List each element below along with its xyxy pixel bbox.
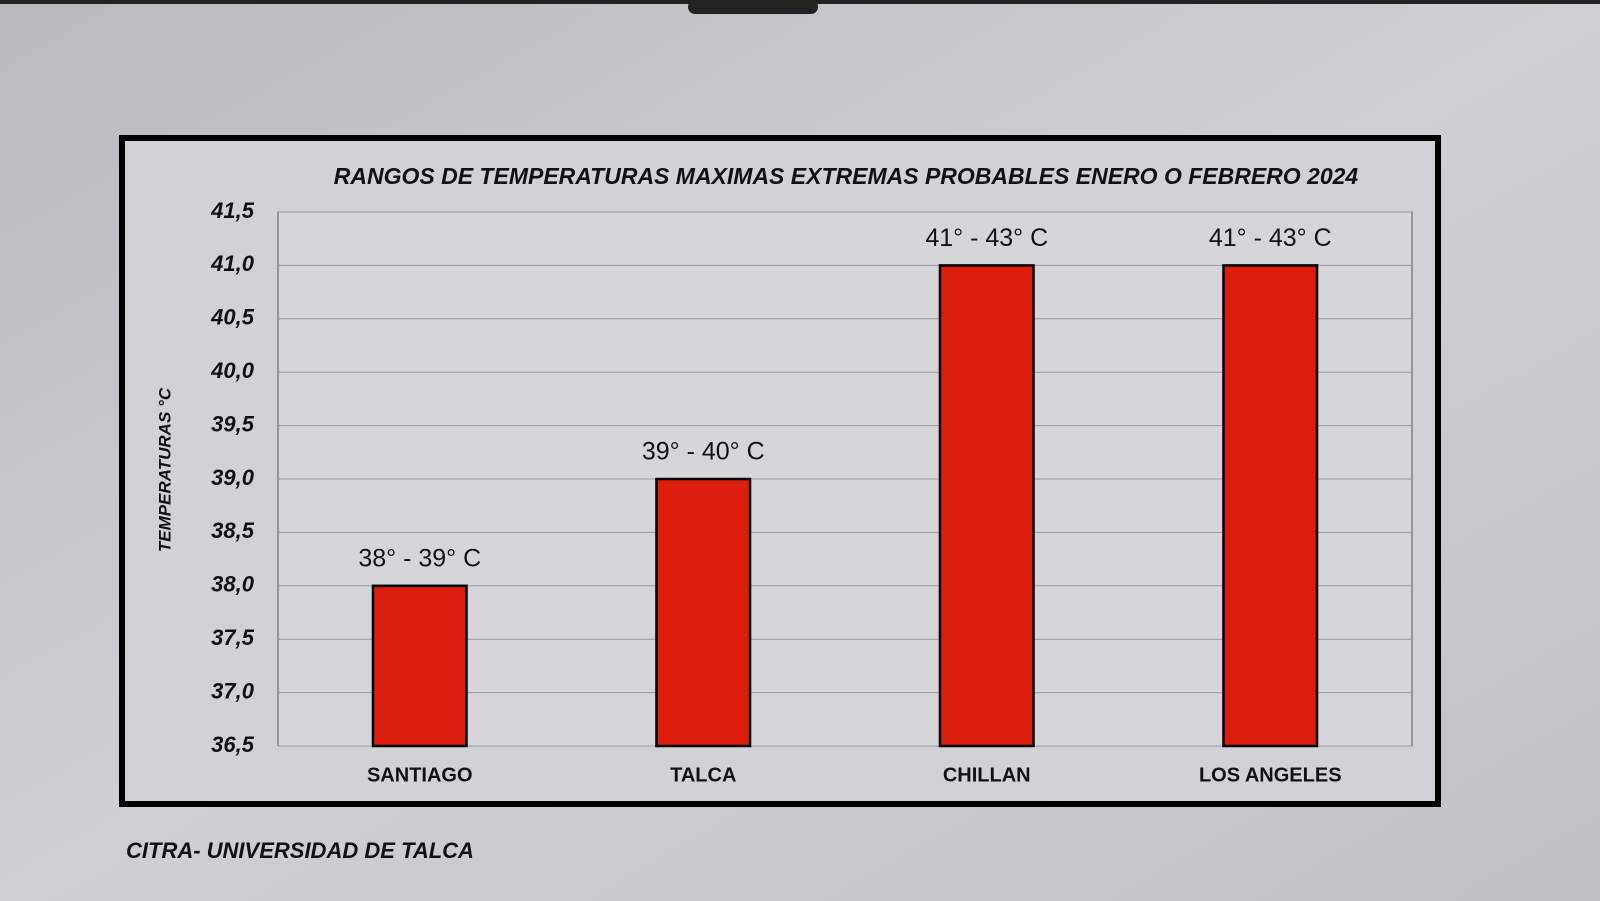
- bar: [1222, 264, 1319, 748]
- y-tick-label: 38,0: [211, 572, 255, 597]
- value-label: 41° - 43° C: [1209, 224, 1332, 252]
- chart-title: RANGOS DE TEMPERATURAS MAXIMAS EXTREMAS …: [334, 163, 1359, 189]
- x-tick-label: SANTIAGO: [367, 764, 473, 786]
- y-tick-label: 40,0: [210, 358, 255, 383]
- y-tick-label: 36,5: [211, 732, 255, 757]
- y-tick-label: 38,5: [211, 518, 255, 543]
- camera-notch: [688, 0, 818, 14]
- bar: [371, 584, 468, 748]
- bar: [655, 477, 752, 748]
- y-tick-label: 41,0: [210, 251, 255, 276]
- value-label: 41° - 43° C: [925, 224, 1048, 252]
- y-tick-label: 40,5: [210, 305, 255, 330]
- y-tick-label: 41,5: [210, 198, 255, 223]
- x-tick-label: LOS ANGELES: [1199, 764, 1342, 786]
- x-tick-label: CHILLAN: [943, 764, 1031, 786]
- x-tick-label: TALCA: [670, 764, 736, 786]
- source-note: CITRA- UNIVERSIDAD DE TALCA: [126, 838, 474, 863]
- bar: [938, 264, 1035, 748]
- y-tick-label: 37,0: [211, 678, 255, 703]
- value-label: 38° - 39° C: [358, 544, 481, 572]
- y-axis-title: TEMPERATURAS °C: [155, 387, 174, 552]
- y-tick-label: 39,0: [211, 465, 255, 490]
- y-tick-label: 37,5: [211, 625, 255, 650]
- y-tick-label: 39,5: [211, 411, 255, 436]
- value-label: 39° - 40° C: [642, 438, 765, 466]
